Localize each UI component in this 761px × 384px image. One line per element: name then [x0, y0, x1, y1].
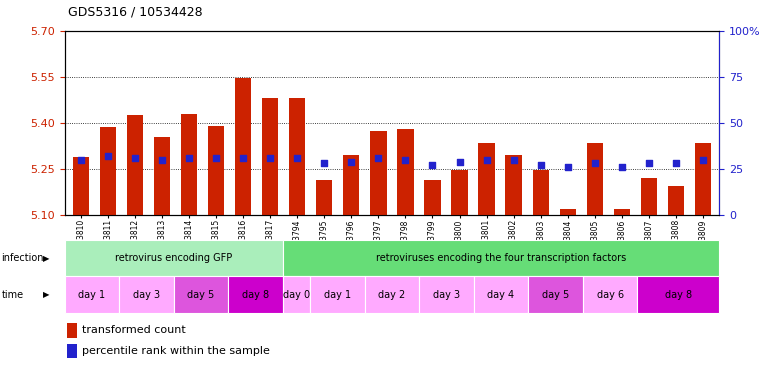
Text: percentile rank within the sample: percentile rank within the sample: [82, 346, 270, 356]
Text: day 8: day 8: [664, 290, 692, 300]
Bar: [667, 186, 684, 215]
Text: GDS5316 / 10534428: GDS5316 / 10534428: [68, 6, 203, 19]
Bar: [174, 276, 228, 313]
Point: [589, 161, 601, 167]
Bar: [154, 137, 170, 215]
Bar: [641, 178, 657, 215]
Point: [291, 155, 304, 161]
Text: day 3: day 3: [133, 290, 160, 300]
Point: [183, 155, 195, 161]
Bar: [451, 170, 468, 215]
Text: day 5: day 5: [187, 290, 215, 300]
Bar: [73, 157, 89, 215]
Point: [400, 157, 412, 163]
Point: [508, 157, 520, 163]
Bar: [365, 276, 419, 313]
Bar: [127, 115, 143, 215]
Point: [345, 159, 358, 165]
Bar: [505, 155, 522, 215]
Text: day 1: day 1: [78, 290, 106, 300]
Bar: [289, 98, 305, 215]
Bar: [65, 240, 283, 276]
Text: day 4: day 4: [488, 290, 514, 300]
Bar: [228, 276, 283, 313]
Bar: [583, 276, 638, 313]
Bar: [479, 143, 495, 215]
Bar: [65, 276, 119, 313]
Point: [210, 155, 222, 161]
Bar: [310, 276, 365, 313]
Text: time: time: [2, 290, 24, 300]
Point: [562, 164, 574, 170]
Point: [75, 157, 87, 163]
Bar: [67, 323, 77, 338]
Bar: [533, 170, 549, 215]
Text: ▶: ▶: [43, 290, 49, 300]
Bar: [100, 127, 116, 215]
Point: [697, 157, 709, 163]
Point: [237, 155, 250, 161]
Text: ▶: ▶: [43, 254, 49, 263]
Point: [426, 162, 438, 168]
Point: [102, 153, 114, 159]
Bar: [283, 276, 310, 313]
Point: [616, 164, 628, 170]
Text: infection: infection: [2, 253, 44, 263]
Point: [129, 155, 141, 161]
Bar: [67, 344, 77, 358]
Text: retroviruses encoding the four transcription factors: retroviruses encoding the four transcrip…: [376, 253, 626, 263]
Text: retrovirus encoding GFP: retrovirus encoding GFP: [115, 253, 232, 263]
Bar: [371, 131, 387, 215]
Text: day 2: day 2: [378, 290, 406, 300]
Text: day 5: day 5: [542, 290, 569, 300]
Text: day 6: day 6: [597, 290, 623, 300]
Point: [643, 161, 655, 167]
Text: transformed count: transformed count: [82, 325, 186, 335]
Point: [480, 157, 492, 163]
Bar: [343, 155, 359, 215]
Bar: [425, 180, 441, 215]
Text: day 3: day 3: [433, 290, 460, 300]
Bar: [262, 98, 279, 215]
Bar: [613, 209, 630, 215]
Bar: [181, 114, 197, 215]
Bar: [208, 126, 224, 215]
Bar: [316, 180, 333, 215]
Point: [534, 162, 546, 168]
Text: day 0: day 0: [283, 290, 310, 300]
Bar: [638, 276, 719, 313]
Bar: [119, 276, 174, 313]
Point: [454, 159, 466, 165]
Bar: [695, 143, 711, 215]
Point: [318, 161, 330, 167]
Point: [372, 155, 384, 161]
Point: [156, 157, 168, 163]
Bar: [559, 209, 576, 215]
Bar: [419, 276, 473, 313]
Point: [264, 155, 276, 161]
Bar: [235, 78, 251, 215]
Text: day 8: day 8: [242, 290, 269, 300]
Bar: [397, 129, 413, 215]
Bar: [528, 276, 583, 313]
Bar: [587, 143, 603, 215]
Bar: [283, 240, 719, 276]
Point: [670, 161, 682, 167]
Text: day 1: day 1: [324, 290, 351, 300]
Bar: [473, 276, 528, 313]
